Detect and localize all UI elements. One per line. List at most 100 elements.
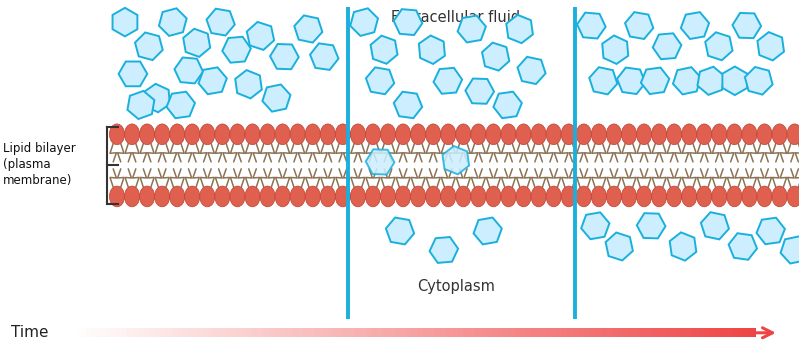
Bar: [606, 329, 613, 337]
Bar: [652, 329, 658, 337]
Ellipse shape: [576, 124, 591, 145]
Ellipse shape: [381, 186, 396, 207]
Ellipse shape: [139, 186, 154, 207]
Ellipse shape: [125, 186, 140, 207]
Ellipse shape: [215, 124, 230, 145]
Ellipse shape: [486, 124, 501, 145]
Bar: [86, 329, 93, 337]
Ellipse shape: [410, 124, 426, 145]
Bar: [155, 329, 162, 337]
Ellipse shape: [561, 124, 576, 145]
Polygon shape: [701, 212, 729, 239]
Bar: [589, 329, 595, 337]
Bar: [321, 329, 327, 337]
Ellipse shape: [606, 124, 622, 145]
Bar: [298, 329, 304, 337]
Bar: [526, 329, 533, 337]
Polygon shape: [729, 233, 757, 260]
Bar: [429, 329, 436, 337]
Ellipse shape: [516, 186, 531, 207]
Polygon shape: [706, 32, 733, 60]
Polygon shape: [159, 8, 186, 36]
Ellipse shape: [666, 124, 682, 145]
Bar: [178, 329, 184, 337]
Ellipse shape: [591, 124, 606, 145]
Bar: [126, 329, 133, 337]
Bar: [189, 329, 196, 337]
Polygon shape: [144, 84, 170, 112]
Polygon shape: [127, 91, 154, 119]
Bar: [743, 329, 750, 337]
Polygon shape: [602, 35, 628, 64]
Bar: [714, 329, 722, 337]
Ellipse shape: [290, 186, 306, 207]
Bar: [115, 329, 122, 337]
Ellipse shape: [230, 124, 245, 145]
Polygon shape: [350, 8, 378, 36]
Ellipse shape: [154, 124, 170, 145]
Bar: [395, 329, 402, 337]
Bar: [309, 329, 316, 337]
Bar: [669, 329, 675, 337]
Bar: [486, 329, 493, 337]
Polygon shape: [235, 70, 262, 98]
Bar: [674, 329, 682, 337]
Bar: [458, 329, 464, 337]
Polygon shape: [590, 67, 618, 94]
Bar: [269, 329, 276, 337]
Polygon shape: [430, 237, 458, 263]
Polygon shape: [506, 15, 533, 43]
Polygon shape: [466, 79, 494, 104]
Polygon shape: [294, 15, 322, 42]
Polygon shape: [442, 146, 469, 174]
Bar: [326, 329, 333, 337]
Ellipse shape: [275, 186, 290, 207]
Ellipse shape: [531, 186, 546, 207]
Bar: [538, 329, 544, 337]
Bar: [143, 329, 150, 337]
Ellipse shape: [245, 124, 260, 145]
Bar: [281, 329, 287, 337]
Ellipse shape: [531, 124, 546, 145]
Bar: [646, 329, 653, 337]
Polygon shape: [673, 67, 701, 94]
Ellipse shape: [290, 124, 306, 145]
Ellipse shape: [787, 186, 800, 207]
Ellipse shape: [366, 124, 381, 145]
Bar: [481, 329, 487, 337]
Ellipse shape: [606, 186, 622, 207]
Polygon shape: [681, 12, 709, 39]
Bar: [252, 329, 258, 337]
Polygon shape: [637, 213, 666, 238]
Bar: [109, 329, 116, 337]
Bar: [572, 329, 578, 337]
Bar: [383, 329, 390, 337]
Polygon shape: [310, 44, 338, 70]
Ellipse shape: [697, 186, 712, 207]
Bar: [521, 329, 527, 337]
Bar: [503, 329, 510, 337]
Polygon shape: [222, 37, 251, 63]
Bar: [612, 329, 618, 337]
Bar: [166, 329, 173, 337]
Bar: [663, 329, 670, 337]
Ellipse shape: [395, 186, 410, 207]
Bar: [583, 329, 590, 337]
Ellipse shape: [185, 124, 200, 145]
Bar: [698, 329, 704, 337]
Ellipse shape: [154, 186, 170, 207]
Bar: [235, 329, 242, 337]
Bar: [172, 329, 178, 337]
Bar: [263, 329, 270, 337]
Bar: [246, 329, 253, 337]
Bar: [732, 329, 738, 337]
Ellipse shape: [185, 186, 200, 207]
Bar: [492, 329, 498, 337]
Bar: [218, 329, 224, 337]
Bar: [658, 329, 664, 337]
Ellipse shape: [335, 124, 350, 145]
Polygon shape: [458, 16, 486, 42]
Bar: [361, 329, 367, 337]
Bar: [469, 329, 476, 337]
Bar: [532, 329, 538, 337]
